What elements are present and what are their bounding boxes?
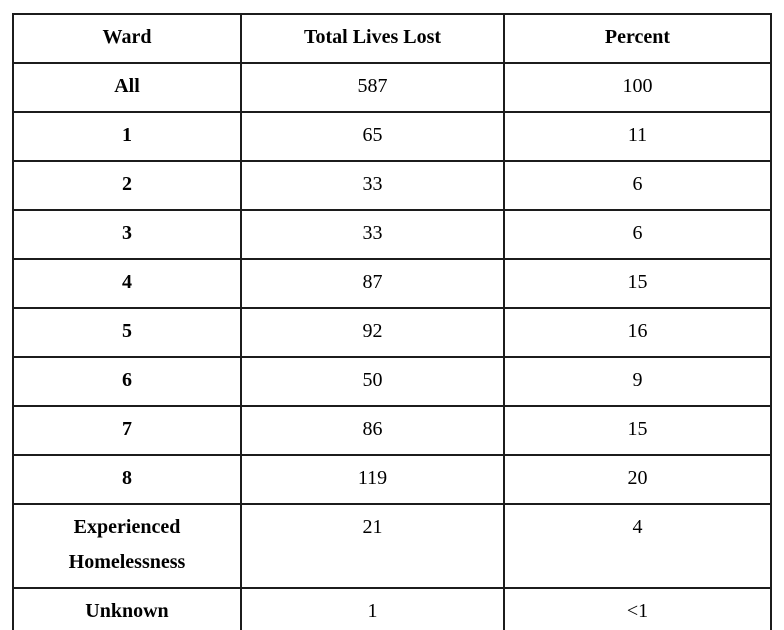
ward-cell: 1 [12, 111, 242, 162]
ward-cell: 8 [12, 454, 242, 505]
percent-cell: 20 [503, 454, 772, 505]
ward-cell: 7 [12, 405, 242, 456]
ward-cell: 3 [12, 209, 242, 260]
ward-cell: 4 [12, 258, 242, 309]
percent-cell: 16 [503, 307, 772, 358]
total-lives-lost-cell: 1 [240, 587, 505, 630]
ward-cell: Unknown [12, 587, 242, 630]
percent-cell: 15 [503, 258, 772, 309]
total-lives-lost-cell: 65 [240, 111, 505, 162]
table-row: 3 33 6 [12, 209, 772, 260]
table-row: 7 86 15 [12, 405, 772, 456]
table-row: All 587 100 [12, 62, 772, 113]
ward-cell: 2 [12, 160, 242, 211]
column-header-ward: Ward [12, 13, 242, 64]
table-row: 8 119 20 [12, 454, 772, 505]
percent-cell: 9 [503, 356, 772, 407]
table-row: 2 33 6 [12, 160, 772, 211]
ward-cell: All [12, 62, 242, 113]
percent-cell: 4 [503, 503, 772, 589]
ward-cell: 6 [12, 356, 242, 407]
percent-cell: 11 [503, 111, 772, 162]
total-lives-lost-cell: 50 [240, 356, 505, 407]
total-lives-lost-cell: 119 [240, 454, 505, 505]
column-header-percent: Percent [503, 13, 772, 64]
ward-cell: 5 [12, 307, 242, 358]
percent-cell: 100 [503, 62, 772, 113]
table-header-row: Ward Total Lives Lost Percent [12, 13, 772, 64]
table-header: Ward Total Lives Lost Percent [12, 13, 772, 64]
total-lives-lost-cell: 87 [240, 258, 505, 309]
table-row: 6 50 9 [12, 356, 772, 407]
percent-cell: 6 [503, 160, 772, 211]
column-header-total-lives-lost: Total Lives Lost [240, 13, 505, 64]
ward-cell: Experienced Homelessness [12, 503, 242, 589]
total-lives-lost-cell: 33 [240, 160, 505, 211]
table-row: 1 65 11 [12, 111, 772, 162]
table-row: Experienced Homelessness 21 4 [12, 503, 772, 589]
table-row: Unknown 1 <1 [12, 587, 772, 630]
total-lives-lost-cell: 21 [240, 503, 505, 589]
total-lives-lost-cell: 587 [240, 62, 505, 113]
table-body: All 587 100 1 65 11 2 33 6 3 33 6 4 87 15 5 92 16 6 50 9 7 86 1… [12, 62, 772, 630]
total-lives-lost-cell: 92 [240, 307, 505, 358]
percent-cell: 15 [503, 405, 772, 456]
total-lives-lost-cell: 33 [240, 209, 505, 260]
table-row: 4 87 15 [12, 258, 772, 309]
percent-cell: 6 [503, 209, 772, 260]
total-lives-lost-cell: 86 [240, 405, 505, 456]
percent-cell: <1 [503, 587, 772, 630]
table-row: 5 92 16 [12, 307, 772, 358]
ward-lives-lost-table: Ward Total Lives Lost Percent All 587 100 1… [12, 13, 772, 630]
